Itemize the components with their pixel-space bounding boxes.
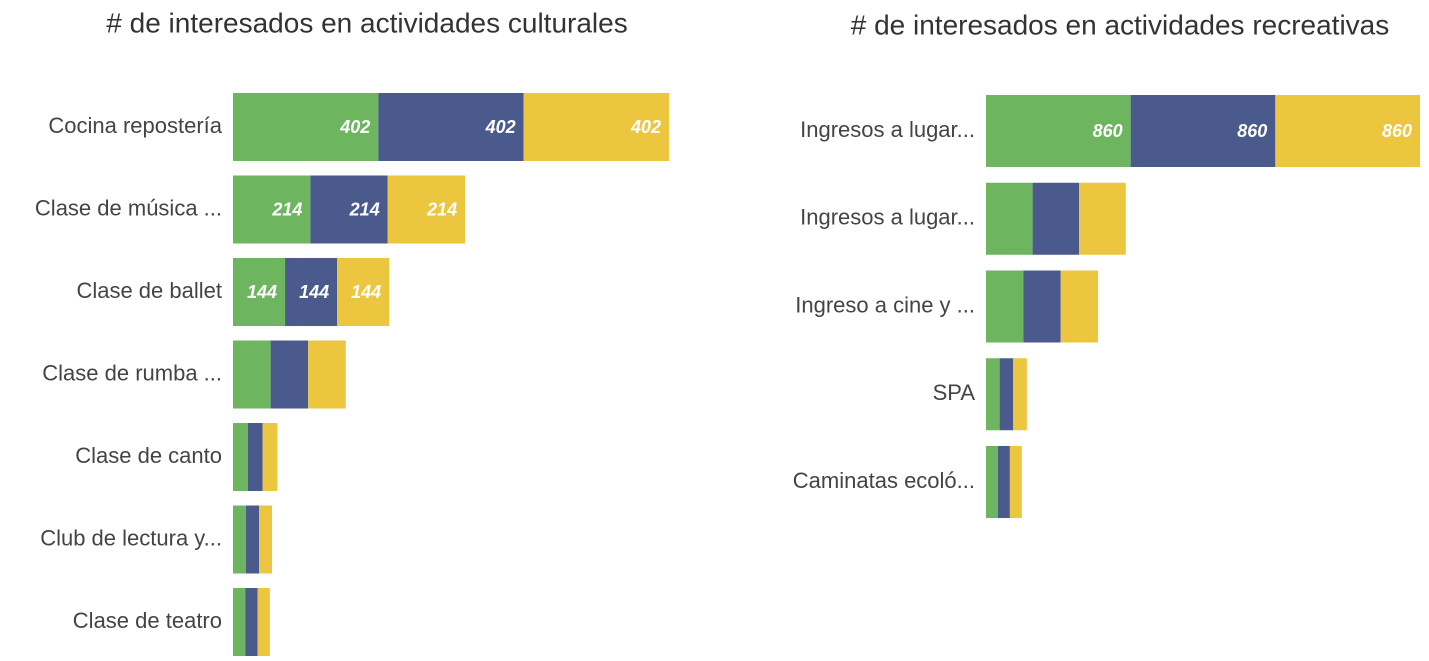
- bar-segment: [233, 175, 311, 244]
- data-label: 402: [485, 117, 516, 137]
- category-label: Clase de ballet: [76, 278, 222, 303]
- data-label: 214: [349, 199, 380, 219]
- bar-segment: [259, 505, 273, 574]
- bar-segment: [233, 340, 271, 409]
- bar-segment: [308, 340, 346, 409]
- bar-segment: [246, 505, 260, 574]
- data-label: 402: [339, 117, 370, 137]
- chart-title: # de interesados en actividades recreati…: [851, 9, 1390, 40]
- bar-segment: [1130, 95, 1276, 167]
- category-label: Clase de teatro: [73, 608, 222, 633]
- category-label: Ingreso a cine y ...: [795, 292, 975, 317]
- bar-segment: [1060, 270, 1099, 343]
- category-label: Club de lectura y...: [40, 525, 222, 550]
- category-label: Clase de música ...: [35, 195, 222, 220]
- bar-segment: [233, 423, 248, 491]
- bar-segment: [999, 358, 1014, 431]
- bar-segment: [986, 446, 998, 518]
- bar-segment: [285, 258, 338, 326]
- bar-segment: [997, 446, 1010, 518]
- data-label: 402: [630, 117, 661, 137]
- category-label: Ingresos a lugar...: [800, 117, 975, 142]
- bar-segment: [233, 93, 379, 161]
- data-label: 214: [426, 199, 457, 219]
- category-label: Cocina repostería: [48, 113, 222, 138]
- bar-segment: [1079, 182, 1126, 255]
- bar-segment: [1032, 182, 1080, 255]
- bar-segment: [986, 95, 1131, 167]
- bar-segment: [247, 423, 263, 491]
- bar-segment: [986, 358, 1000, 431]
- bar-segment: [1013, 358, 1027, 431]
- category-label: Clase de rumba ...: [42, 360, 222, 385]
- bar-segment: [986, 182, 1033, 255]
- data-label: 860: [1093, 121, 1123, 141]
- category-label: Caminatas ecoló...: [793, 468, 975, 493]
- data-label: 860: [1382, 121, 1412, 141]
- bar-segment: [262, 423, 278, 491]
- data-label: 144: [351, 282, 381, 302]
- category-label: Ingresos a lugar...: [800, 205, 975, 230]
- bar-segment: [233, 505, 247, 574]
- bar-segment: [378, 93, 524, 161]
- bar-segment: [233, 258, 286, 326]
- data-label: 144: [299, 282, 329, 302]
- bar-segment: [270, 340, 309, 409]
- bar-segment: [1275, 95, 1420, 167]
- chart-title: # de interesados en actividades cultural…: [106, 7, 627, 38]
- bar-segment: [1023, 270, 1061, 343]
- data-label: 860: [1237, 121, 1267, 141]
- data-label: 214: [271, 199, 302, 219]
- bar-segment: [337, 258, 390, 326]
- category-label: SPA: [933, 380, 976, 405]
- data-label: 144: [247, 282, 277, 302]
- bar-segment: [387, 175, 466, 244]
- bar-segment: [1009, 446, 1022, 518]
- bar-segment: [986, 270, 1024, 343]
- bar-segment: [310, 175, 388, 244]
- bar-segment: [257, 588, 270, 656]
- category-label: Clase de canto: [75, 443, 222, 468]
- bar-segment: [233, 588, 246, 656]
- bar-segment: [245, 588, 258, 656]
- bar-segment: [523, 93, 669, 161]
